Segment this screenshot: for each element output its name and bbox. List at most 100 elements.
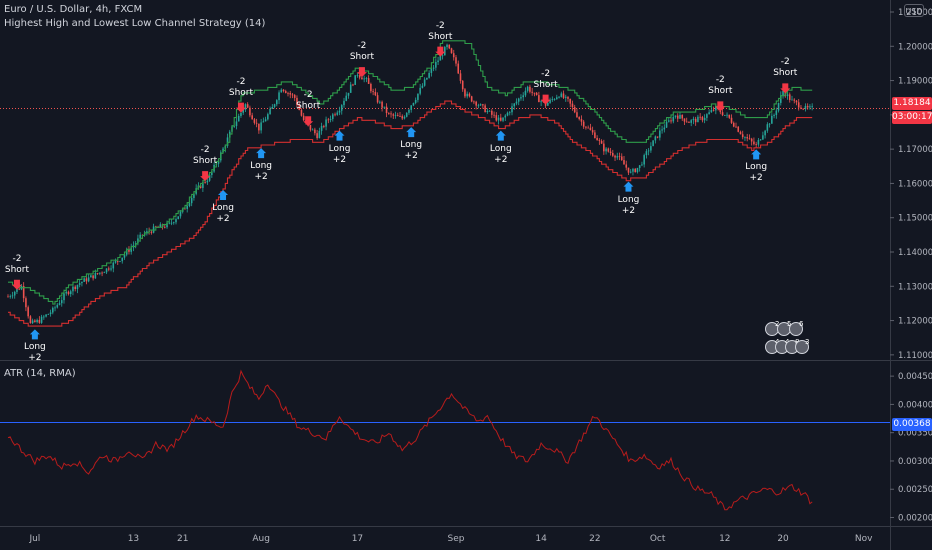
candle-body bbox=[83, 278, 85, 282]
candle-body bbox=[795, 100, 798, 103]
signal-text: Long bbox=[212, 203, 234, 213]
candle-body bbox=[94, 273, 97, 279]
candle-body bbox=[412, 102, 415, 106]
candle-body bbox=[114, 261, 117, 263]
economic-event-flag-icon[interactable] bbox=[789, 322, 803, 336]
candle-body bbox=[314, 129, 316, 134]
candle-body bbox=[708, 112, 710, 115]
signal-text: Short bbox=[228, 87, 254, 98]
candle-body bbox=[484, 105, 486, 113]
candle-body bbox=[38, 319, 41, 323]
candle-body bbox=[414, 99, 417, 103]
candle-body bbox=[538, 95, 540, 103]
candle-body bbox=[69, 291, 72, 295]
candle-body bbox=[777, 102, 780, 111]
long-arrow-icon bbox=[334, 130, 345, 141]
price-badge: 1.18184 bbox=[892, 97, 932, 110]
candle-body bbox=[652, 140, 654, 147]
signal-text: Long bbox=[23, 342, 46, 353]
candle-body bbox=[87, 277, 90, 282]
candle-body bbox=[533, 92, 536, 94]
price-tick-label: 1.17000 bbox=[898, 145, 932, 155]
candle-body bbox=[529, 86, 531, 92]
candle-body bbox=[327, 119, 330, 121]
candle-body bbox=[737, 126, 740, 132]
candle-body bbox=[620, 156, 623, 161]
candle-body bbox=[242, 109, 244, 113]
candle-body bbox=[419, 87, 421, 94]
candle-body bbox=[773, 114, 775, 116]
position-size: +2 bbox=[494, 154, 508, 165]
candle-body bbox=[81, 281, 83, 284]
candle-body bbox=[766, 124, 769, 131]
candle-body bbox=[396, 115, 399, 117]
candle-body bbox=[793, 99, 796, 101]
short-arrow-icon bbox=[200, 171, 211, 182]
candle-body bbox=[506, 112, 509, 116]
candle-body bbox=[685, 121, 688, 123]
candle-body bbox=[721, 112, 724, 116]
candle-body bbox=[31, 320, 34, 324]
candle-body bbox=[500, 117, 502, 121]
candle-body bbox=[271, 107, 274, 109]
candle-body bbox=[623, 160, 625, 165]
candle-body bbox=[186, 206, 188, 209]
candle-body bbox=[679, 114, 681, 119]
candle-body bbox=[762, 135, 764, 140]
candle-body bbox=[262, 121, 265, 123]
price-tick-label: 1.16000 bbox=[898, 179, 932, 189]
candle-body bbox=[92, 275, 94, 279]
candle-body bbox=[428, 72, 430, 78]
currency-button[interactable]: USD bbox=[904, 4, 924, 17]
price-tick-label: 1.15000 bbox=[898, 214, 932, 224]
position-size: -2 bbox=[357, 41, 367, 52]
candle-body bbox=[670, 120, 672, 122]
candle-body bbox=[753, 141, 755, 145]
candle-body bbox=[170, 222, 173, 224]
candle-body bbox=[179, 211, 182, 217]
candle-body bbox=[782, 90, 784, 96]
candle-body bbox=[508, 112, 511, 114]
candle-body bbox=[712, 109, 715, 111]
price-badge-value: 1.18184 bbox=[893, 98, 931, 108]
candle-body bbox=[421, 85, 424, 88]
candle-body bbox=[444, 47, 446, 56]
candle-body bbox=[576, 112, 578, 118]
candle-body bbox=[52, 307, 54, 313]
candle-body bbox=[441, 55, 444, 57]
candle-body bbox=[372, 91, 374, 93]
candle-body bbox=[9, 296, 12, 298]
candle-body bbox=[379, 101, 381, 103]
candle-body bbox=[726, 114, 728, 116]
time-tick-label: Oct bbox=[650, 534, 666, 544]
time-tick-label: 20 bbox=[777, 534, 789, 544]
candle-body bbox=[343, 100, 345, 106]
candle-body bbox=[531, 91, 533, 93]
candle-body bbox=[430, 68, 433, 73]
long-arrow-icon bbox=[623, 181, 634, 192]
candle-body bbox=[284, 91, 287, 93]
long-signal-label: Long +2 bbox=[250, 161, 272, 183]
candle-body bbox=[293, 95, 296, 98]
candle-body bbox=[479, 104, 482, 106]
candle-body bbox=[780, 95, 782, 103]
candle-body bbox=[587, 127, 589, 129]
time-tick-label: 22 bbox=[589, 534, 600, 544]
price-tick-label: 1.14000 bbox=[898, 248, 932, 258]
candle-body bbox=[681, 114, 684, 119]
candle-body bbox=[287, 92, 289, 94]
candle-body bbox=[217, 160, 220, 164]
atr-tick-label: 0.00350 bbox=[898, 429, 932, 439]
candle-body bbox=[246, 104, 249, 108]
candle-body bbox=[802, 108, 804, 110]
candle-body bbox=[706, 114, 708, 118]
atr-title: ATR (14, RMA) bbox=[4, 368, 76, 379]
candle-body bbox=[697, 116, 699, 123]
short-signal-label: -2 Short bbox=[534, 69, 558, 91]
candle-body bbox=[358, 75, 361, 78]
long-arrow-icon bbox=[218, 190, 229, 200]
candle-body bbox=[609, 151, 612, 153]
economic-event-flag-icon[interactable] bbox=[795, 340, 809, 354]
candle-body bbox=[121, 257, 124, 262]
